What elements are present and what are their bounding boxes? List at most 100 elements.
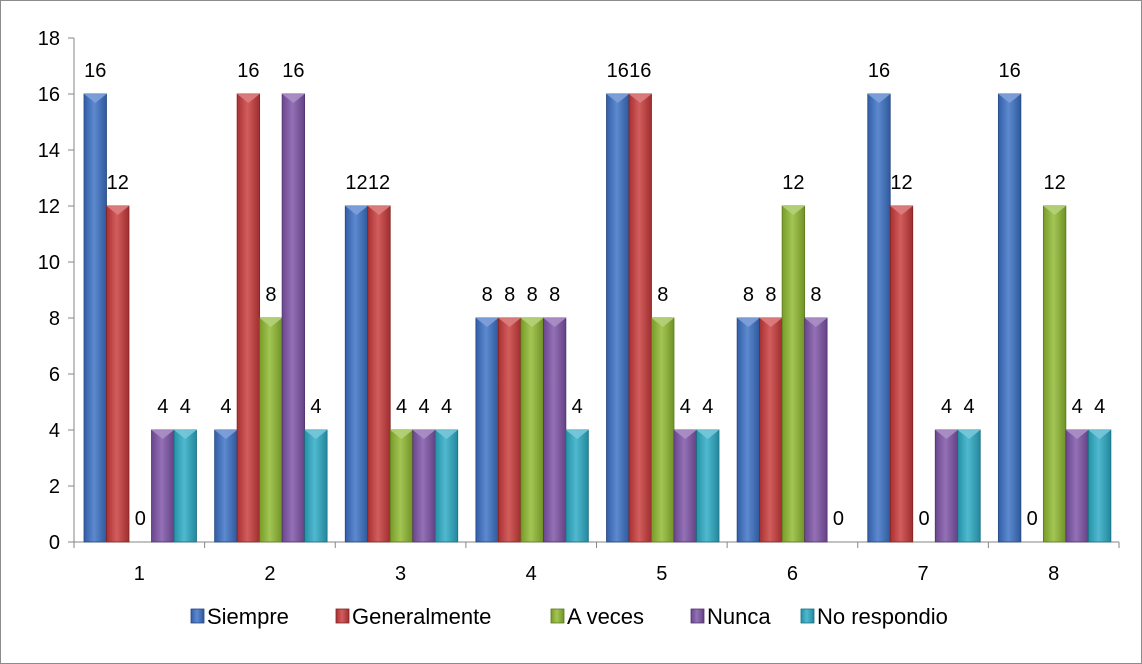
bar-nunca xyxy=(673,429,697,543)
bar-bevel xyxy=(412,430,436,439)
bar-generalmente xyxy=(497,317,522,543)
bar-bevel xyxy=(259,318,283,327)
x-tick-label: 2 xyxy=(264,563,275,585)
bar-bevel xyxy=(367,206,391,215)
x-axis: 1 2 3 4 5 6 7 8 xyxy=(73,541,1120,585)
bar-nunca xyxy=(1065,429,1089,543)
bar-bevel xyxy=(759,318,783,327)
x-tick-label: 1 xyxy=(134,563,145,585)
bar-a-veces xyxy=(389,429,414,543)
y-tick-label: 16 xyxy=(38,84,60,106)
bar-bevel xyxy=(237,94,260,103)
data-label: 16 xyxy=(282,60,304,82)
data-label: 4 xyxy=(1072,396,1083,418)
legend-swatch xyxy=(690,608,705,624)
data-label: 8 xyxy=(810,284,821,306)
bar-bevel xyxy=(696,430,719,439)
bar-no-respondio xyxy=(304,429,328,543)
y-tick-label: 14 xyxy=(38,140,60,162)
data-label: 4 xyxy=(680,396,691,418)
bar-bevel xyxy=(214,430,238,439)
bar-bevel xyxy=(674,430,697,439)
bar-bevel xyxy=(737,318,760,327)
bar-no-respondio xyxy=(434,429,459,543)
data-label: 16 xyxy=(607,60,629,82)
y-tick-label: 10 xyxy=(38,252,60,274)
legend-item-generalmente: Generalmente xyxy=(335,604,491,629)
data-label: 12 xyxy=(345,172,367,194)
bar-a-veces xyxy=(259,317,283,543)
data-label: 8 xyxy=(549,284,560,306)
bar-bevel xyxy=(282,94,305,103)
bar-siempre xyxy=(606,93,630,543)
bar-nunca xyxy=(412,429,436,543)
data-label: 4 xyxy=(963,396,974,418)
bar-bevel xyxy=(1065,430,1089,439)
legend-item-no-respondio: No respondio xyxy=(800,604,948,629)
bar-generalmente xyxy=(759,317,783,543)
bar-bevel xyxy=(435,430,458,439)
bar-siempre xyxy=(214,429,238,543)
data-label: 4 xyxy=(702,396,713,418)
data-label: 4 xyxy=(441,396,452,418)
data-label: 8 xyxy=(527,284,538,306)
data-label: 4 xyxy=(418,396,429,418)
bar-a-veces xyxy=(1042,205,1067,543)
bar-siempre xyxy=(475,317,499,543)
bar-no-respondio xyxy=(957,429,981,543)
bar-generalmente xyxy=(889,205,914,543)
y-tick-label: 8 xyxy=(49,308,60,330)
legend-swatch xyxy=(335,608,350,624)
bar-a-veces xyxy=(651,317,675,543)
y-tick-label: 0 xyxy=(49,532,60,554)
bar-bevel xyxy=(804,318,828,327)
data-label: 4 xyxy=(180,396,191,418)
data-label: 0 xyxy=(918,508,929,530)
legend-swatch xyxy=(190,608,205,624)
y-tick-label: 6 xyxy=(49,364,60,386)
data-label: 16 xyxy=(629,60,651,82)
data-label: 4 xyxy=(1094,396,1105,418)
data-label: 12 xyxy=(368,172,390,194)
y-tick-label: 18 xyxy=(38,28,60,50)
data-label: 0 xyxy=(1027,508,1038,530)
legend-item-a-veces: A veces xyxy=(550,604,644,629)
legend-label: Siempre xyxy=(207,604,289,629)
bar-bevel xyxy=(651,318,674,327)
bar-generalmente xyxy=(367,205,391,543)
bar-bevel xyxy=(782,206,805,215)
data-label: 8 xyxy=(743,284,754,306)
legend-swatch xyxy=(800,608,815,624)
data-label: 4 xyxy=(157,396,168,418)
legend-swatch xyxy=(550,608,565,624)
y-tick-label: 2 xyxy=(49,476,60,498)
bar-no-respondio xyxy=(173,429,197,543)
bar-bevel xyxy=(520,318,544,327)
bar-bevel xyxy=(304,430,328,439)
legend-label: Generalmente xyxy=(352,604,491,629)
data-label: 16 xyxy=(84,60,106,82)
bar-bevel xyxy=(106,206,129,215)
bar-bevel xyxy=(543,318,566,327)
bar-bevel xyxy=(565,430,589,439)
data-label: 16 xyxy=(868,60,890,82)
bar-bevel xyxy=(629,94,652,103)
bar-a-veces xyxy=(520,317,544,543)
bar-siempre xyxy=(867,93,891,543)
bar-bevel xyxy=(475,318,499,327)
bar-no-respondio xyxy=(696,429,720,543)
data-label: 8 xyxy=(504,284,515,306)
data-label: 0 xyxy=(135,508,146,530)
y-axis: 0 2 4 6 8 10 12 14 16 18 xyxy=(38,28,75,554)
data-label: 8 xyxy=(265,284,276,306)
x-tick-label: 8 xyxy=(1048,563,1059,585)
bar-bevel xyxy=(345,206,368,215)
x-tick-label: 3 xyxy=(395,563,406,585)
bar-bevel xyxy=(606,94,629,103)
bars xyxy=(83,93,1112,543)
data-label: 4 xyxy=(396,396,407,418)
bar-siempre xyxy=(344,205,369,543)
data-label: 8 xyxy=(657,284,668,306)
